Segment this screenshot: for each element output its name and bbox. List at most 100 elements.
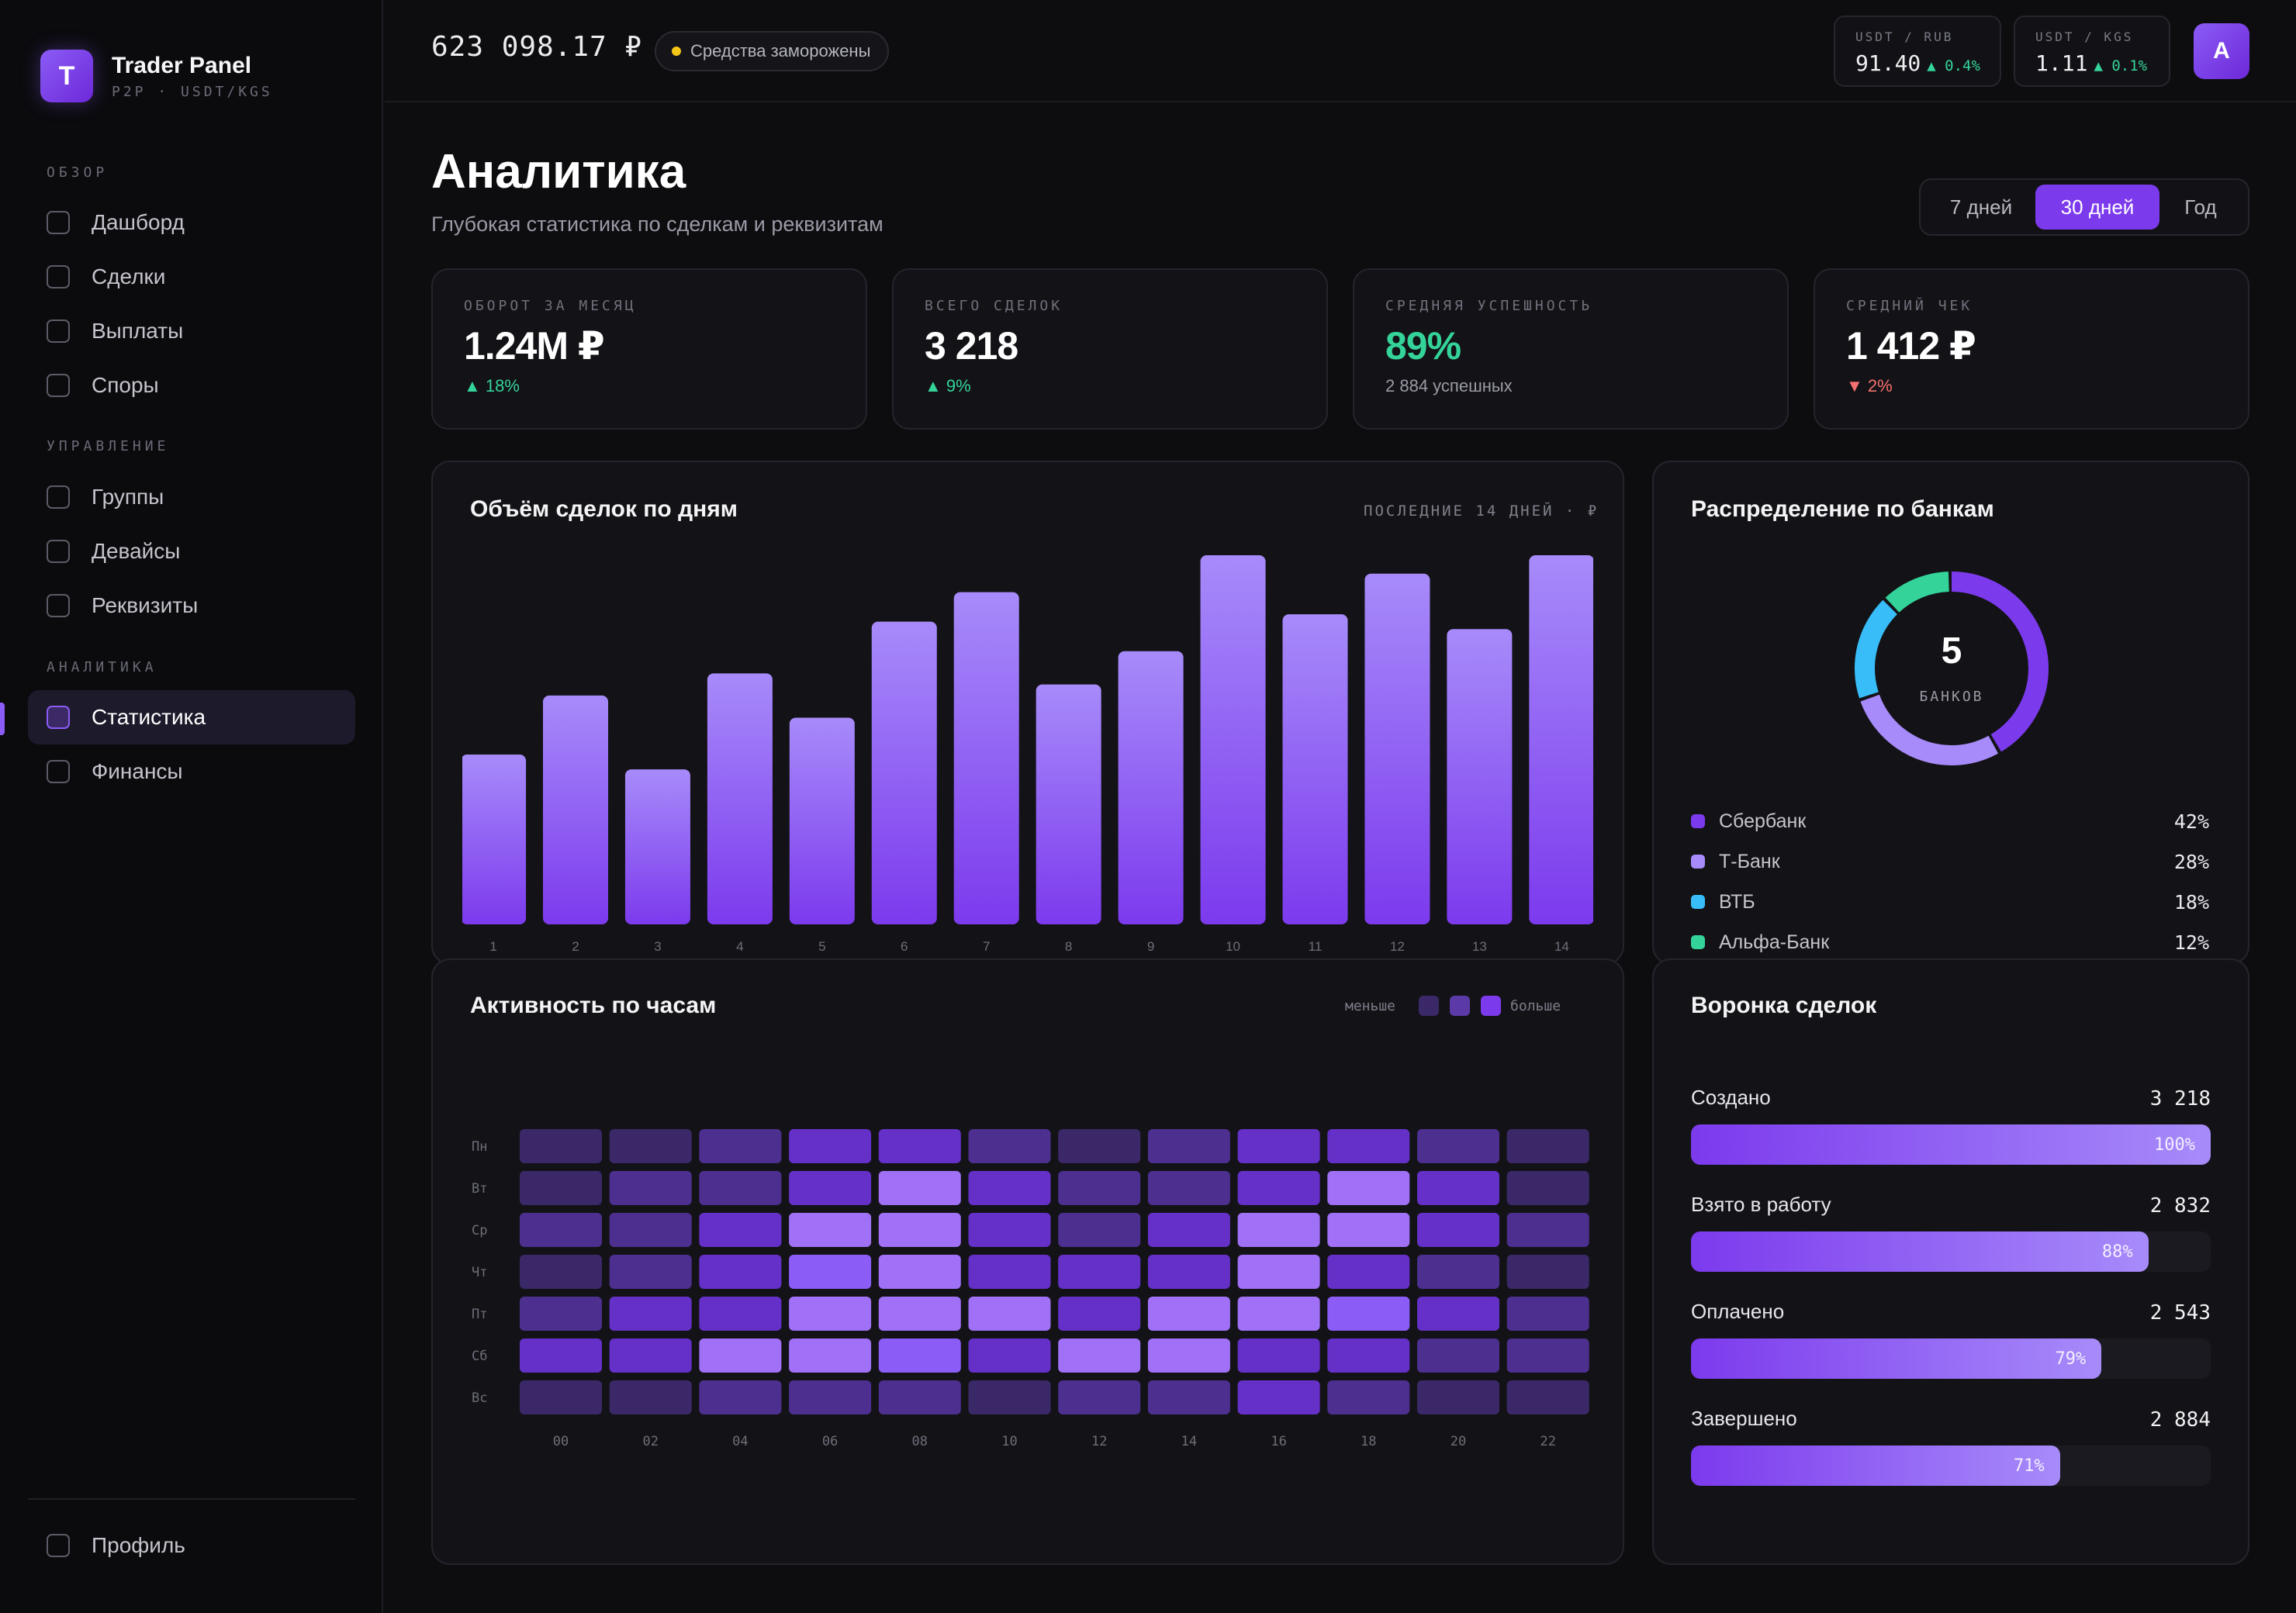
heatmap-cell[interactable] <box>789 1338 872 1373</box>
period-30-days[interactable]: 30 дней <box>2035 185 2159 230</box>
sidebar-item-dashboard[interactable]: Дашборд <box>28 195 355 250</box>
volume-bar[interactable] <box>1200 555 1266 924</box>
volume-bar[interactable] <box>1282 614 1348 924</box>
heatmap-cell[interactable] <box>1327 1297 1410 1331</box>
heatmap-cell[interactable] <box>699 1171 782 1205</box>
sidebar-item-requisites[interactable]: Реквизиты <box>28 579 355 633</box>
heatmap-cell[interactable] <box>1147 1255 1230 1289</box>
heatmap-cell[interactable] <box>1417 1338 1499 1373</box>
heatmap-cell[interactable] <box>1327 1255 1410 1289</box>
heatmap-cell[interactable] <box>1506 1338 1589 1373</box>
sidebar-item-deals[interactable]: Сделки <box>28 250 355 304</box>
brand[interactable]: T Trader Panel P2P · USDT/KGS <box>40 50 273 102</box>
sidebar-item-groups[interactable]: Группы <box>28 470 355 524</box>
heatmap-cell[interactable] <box>1237 1129 1320 1163</box>
heatmap-cell[interactable] <box>1147 1380 1230 1414</box>
volume-bar[interactable] <box>953 592 1019 924</box>
heatmap-cell[interactable] <box>1417 1255 1499 1289</box>
heatmap-cell[interactable] <box>1417 1380 1499 1414</box>
sidebar-item-statistics[interactable]: Статистика <box>28 690 355 744</box>
volume-bar[interactable] <box>789 717 855 924</box>
heatmap-cell[interactable] <box>520 1129 602 1163</box>
heatmap-cell[interactable] <box>1506 1255 1589 1289</box>
heatmap-cell[interactable] <box>609 1297 692 1331</box>
heatmap-cell[interactable] <box>968 1171 1051 1205</box>
heatmap-cell[interactable] <box>1058 1213 1141 1247</box>
heatmap-cell[interactable] <box>520 1297 602 1331</box>
heatmap-cell[interactable] <box>1237 1380 1320 1414</box>
heatmap-cell[interactable] <box>520 1380 602 1414</box>
heatmap-cell[interactable] <box>789 1380 872 1414</box>
heatmap-cell[interactable] <box>699 1338 782 1373</box>
heatmap-cell[interactable] <box>1237 1255 1320 1289</box>
heatmap-cell[interactable] <box>1147 1213 1230 1247</box>
heatmap-cell[interactable] <box>699 1213 782 1247</box>
heatmap-cell[interactable] <box>968 1129 1051 1163</box>
heatmap-cell[interactable] <box>609 1129 692 1163</box>
heatmap-cell[interactable] <box>968 1380 1051 1414</box>
heatmap-cell[interactable] <box>878 1255 961 1289</box>
heatmap-cell[interactable] <box>789 1213 872 1247</box>
heatmap-cell[interactable] <box>520 1338 602 1373</box>
rate-card-usdt-kgs[interactable]: USDT / KGS 1.11 ▲ 0.1% <box>2014 16 2170 87</box>
heatmap-cell[interactable] <box>609 1213 692 1247</box>
heatmap-cell[interactable] <box>1147 1338 1230 1373</box>
heatmap-cell[interactable] <box>520 1255 602 1289</box>
heatmap-cell[interactable] <box>1237 1338 1320 1373</box>
volume-bar[interactable] <box>707 673 773 924</box>
heatmap-cell[interactable] <box>1058 1380 1141 1414</box>
heatmap-cell[interactable] <box>1506 1380 1589 1414</box>
heatmap-cell[interactable] <box>878 1213 961 1247</box>
volume-bar[interactable] <box>1364 573 1430 924</box>
heatmap-cell[interactable] <box>609 1338 692 1373</box>
heatmap-cell[interactable] <box>609 1380 692 1414</box>
donut-slice[interactable] <box>1855 572 2049 765</box>
heatmap-cell[interactable] <box>1327 1338 1410 1373</box>
heatmap-cell[interactable] <box>1058 1338 1141 1373</box>
heatmap-cell[interactable] <box>789 1171 872 1205</box>
sidebar-item-devices[interactable]: Девайсы <box>28 524 355 579</box>
heatmap-cell[interactable] <box>1147 1129 1230 1163</box>
heatmap-cell[interactable] <box>699 1297 782 1331</box>
heatmap-cell[interactable] <box>1147 1297 1230 1331</box>
heatmap-cell[interactable] <box>699 1380 782 1414</box>
sidebar-item-finances[interactable]: Финансы <box>28 744 355 799</box>
avatar[interactable]: A <box>2194 23 2249 79</box>
heatmap-cell[interactable] <box>1147 1171 1230 1205</box>
heatmap-cell[interactable] <box>1058 1255 1141 1289</box>
heatmap-cell[interactable] <box>520 1213 602 1247</box>
heatmap-cell[interactable] <box>1237 1297 1320 1331</box>
heatmap-cell[interactable] <box>1058 1129 1141 1163</box>
volume-bar[interactable] <box>1036 684 1101 924</box>
volume-bar[interactable] <box>1529 555 1593 924</box>
heatmap-cell[interactable] <box>1506 1297 1589 1331</box>
heatmap-cell[interactable] <box>1506 1129 1589 1163</box>
donut-slice[interactable] <box>1855 572 2049 765</box>
heatmap-cell[interactable] <box>1417 1171 1499 1205</box>
heatmap-cell[interactable] <box>1417 1213 1499 1247</box>
heatmap-cell[interactable] <box>1058 1171 1141 1205</box>
heatmap-cell[interactable] <box>1506 1171 1589 1205</box>
heatmap-cell[interactable] <box>878 1129 961 1163</box>
heatmap-cell[interactable] <box>520 1171 602 1205</box>
heatmap-cell[interactable] <box>789 1255 872 1289</box>
rate-card-usdt-rub[interactable]: USDT / RUB 91.40 ▲ 0.4% <box>1834 16 2001 87</box>
heatmap-cell[interactable] <box>878 1338 961 1373</box>
heatmap-cell[interactable] <box>968 1338 1051 1373</box>
heatmap-cell[interactable] <box>1327 1129 1410 1163</box>
donut-slice[interactable] <box>1855 572 2049 765</box>
heatmap-cell[interactable] <box>1417 1129 1499 1163</box>
heatmap-cell[interactable] <box>1327 1213 1410 1247</box>
heatmap-cell[interactable] <box>878 1171 961 1205</box>
heatmap-cell[interactable] <box>968 1213 1051 1247</box>
volume-bar[interactable] <box>543 695 609 924</box>
heatmap-cell[interactable] <box>1417 1297 1499 1331</box>
heatmap-cell[interactable] <box>1058 1297 1141 1331</box>
volume-bar[interactable] <box>1118 651 1184 924</box>
heatmap-cell[interactable] <box>968 1255 1051 1289</box>
heatmap-cell[interactable] <box>878 1297 961 1331</box>
heatmap-cell[interactable] <box>1237 1171 1320 1205</box>
heatmap-cell[interactable] <box>1327 1171 1410 1205</box>
sidebar-item-profile[interactable]: Профиль <box>28 1518 355 1573</box>
heatmap-cell[interactable] <box>789 1297 872 1331</box>
